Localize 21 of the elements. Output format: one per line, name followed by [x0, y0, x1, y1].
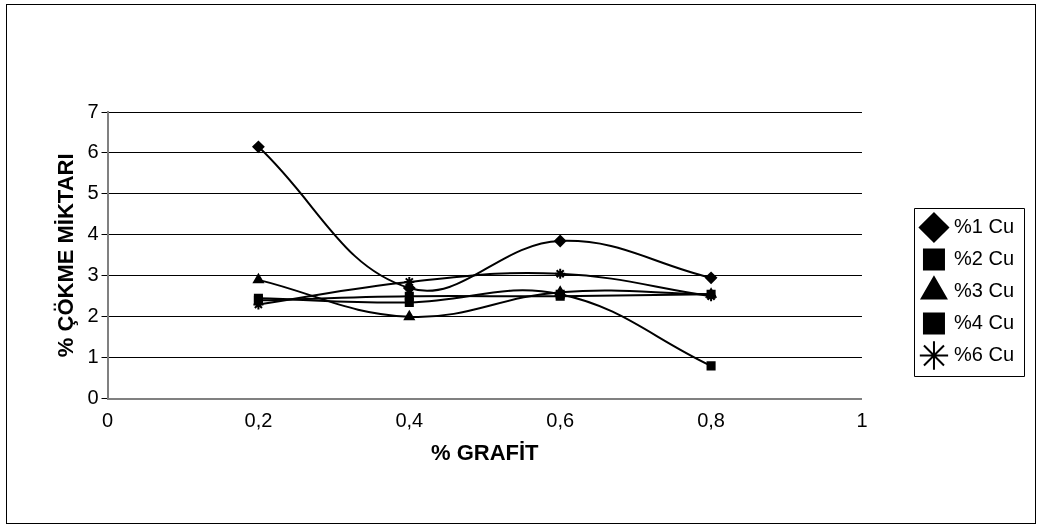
x-tick-label: 0,8	[697, 409, 725, 432]
legend-label: %6 Cu	[953, 343, 1014, 366]
y-tick-label: 0	[87, 386, 99, 409]
y-tick-label: 1	[87, 345, 99, 368]
legend-label: %4 Cu	[953, 311, 1014, 334]
legend-label: %3 Cu	[953, 279, 1014, 302]
x-tick-label: 0,6	[546, 409, 575, 432]
y-axis-title: % ÇÖKME MİKTARI	[53, 153, 79, 358]
x-axis-title: % GRAFİT	[430, 439, 540, 465]
x-tick-label: 1	[856, 409, 868, 432]
y-tick-label: 5	[87, 181, 99, 204]
y-tick-label: 2	[87, 304, 99, 327]
legend-label: %1 Cu	[953, 215, 1014, 238]
y-tick-label: 6	[87, 140, 99, 163]
y-tick-label: 7	[87, 99, 99, 122]
x-tick-label: 0,2	[244, 409, 273, 432]
x-tick-label: 0,4	[395, 409, 424, 432]
y-tick-label: 4	[87, 222, 99, 245]
y-tick-label: 3	[87, 263, 99, 286]
legend-label: %2 Cu	[953, 247, 1014, 270]
x-tick-label: 0	[101, 409, 114, 432]
